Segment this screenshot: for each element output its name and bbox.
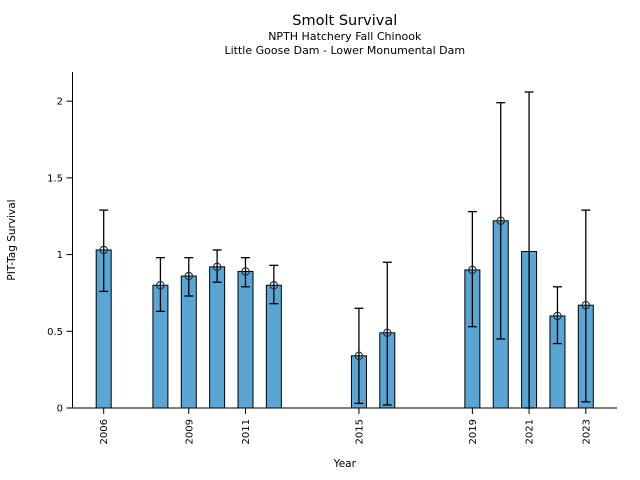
y-tick-label: 0	[57, 404, 63, 415]
y-tick-label: 2	[57, 97, 63, 108]
marker-2011	[241, 267, 250, 276]
x-tick-label: 2019	[468, 419, 479, 444]
marker-2012	[269, 281, 279, 290]
marker-2010	[212, 262, 222, 272]
marker-2023	[581, 300, 591, 310]
y-tick-label: 0.5	[47, 327, 63, 338]
x-tick-label: 2023	[581, 419, 592, 444]
y-axis-title: PIT-Tag Survival	[6, 199, 18, 280]
chart-title: Smolt Survival	[292, 13, 397, 29]
marker-2022	[553, 311, 562, 321]
chart-subtitle-line1: NPTH Hatchery Fall Chinook	[268, 30, 422, 43]
marker-2006	[99, 245, 108, 255]
marker-2008	[156, 281, 165, 290]
x-tick-label: 2011	[241, 419, 252, 444]
x-tick-label: 2015	[354, 419, 365, 444]
marker-2015	[354, 351, 364, 361]
bar-2010	[209, 266, 226, 409]
marker-2009	[184, 271, 194, 281]
x-axis-title: Year	[333, 458, 357, 470]
y-tick-label: 1.5	[47, 173, 63, 184]
x-tick-label: 2021	[525, 419, 536, 444]
chart-subtitle-line2: Little Goose Dam - Lower Monumental Dam	[224, 44, 465, 57]
y-tick-label: 1	[57, 250, 63, 261]
x-tick-label: 2006	[99, 419, 110, 444]
marker-2016	[383, 328, 392, 338]
marker-2020	[496, 216, 505, 226]
marker-2019	[468, 265, 477, 275]
plot-content: 0 0.5 1 1.5 2 2006 2009 2011 2015 2019 2021 2023	[47, 72, 617, 444]
bar-2011	[237, 270, 254, 409]
x-tick-label: 2009	[184, 419, 195, 444]
